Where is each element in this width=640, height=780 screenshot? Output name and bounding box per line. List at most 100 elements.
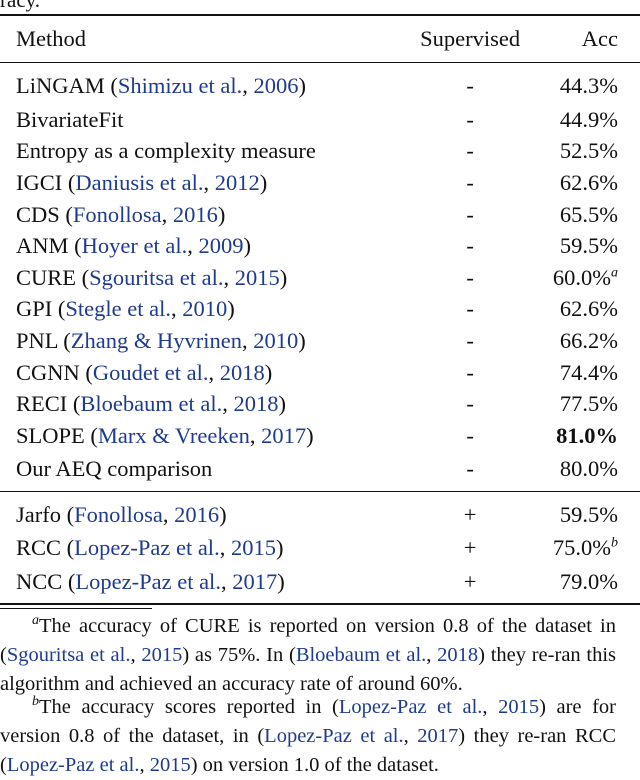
citation-year-link[interactable]: 2016 bbox=[174, 501, 220, 527]
footnote-mark: a bbox=[32, 613, 39, 629]
method-cell: CGNN (Goudet et al., 2018) bbox=[16, 359, 273, 385]
method-cell: PNL (Zhang & Hyvrinen, 2010) bbox=[16, 327, 306, 353]
table-row: Jarfo (Fonollosa, 2016) +59.5% bbox=[0, 490, 640, 533]
citation-link[interactable]: Lopez-Paz et al. bbox=[74, 535, 220, 561]
acc-cell: 60.0%a bbox=[553, 262, 640, 294]
citation-year-link[interactable]: 2015 bbox=[230, 535, 276, 561]
supervised-cell: - bbox=[466, 456, 474, 482]
table-row: NCC (Lopez-Paz et al., 2017) +79.0% bbox=[0, 564, 640, 606]
supervised-cell: - bbox=[466, 201, 474, 227]
citation-year-link[interactable]: 2017 bbox=[417, 725, 459, 747]
supervised-cell: - bbox=[466, 264, 474, 290]
footnote-mark: b bbox=[32, 694, 39, 710]
citation-year-link[interactable]: 2010 bbox=[182, 296, 228, 322]
citation-link[interactable]: Sgouritsa et al. bbox=[89, 264, 224, 290]
acc-cell: 80.0% bbox=[553, 452, 640, 492]
citation-link[interactable]: Marx & Vreeken bbox=[97, 422, 250, 448]
table-row: GPI (Stegle et al., 2010) - 62.6% bbox=[0, 294, 640, 326]
citation-link[interactable]: Lopez-Paz et al. bbox=[338, 696, 483, 718]
acc-value: 81.0% bbox=[556, 422, 618, 448]
citation-year-link[interactable]: 2016 bbox=[172, 201, 218, 227]
method-cell: IGCI (Daniusis et al., 2012) bbox=[16, 169, 268, 195]
supervised-cell: - bbox=[466, 422, 474, 448]
citation-link[interactable]: Sgouritsa et al. bbox=[6, 644, 131, 666]
table-row: PNL (Zhang & Hyvrinen, 2010) - 66.2% bbox=[0, 325, 640, 357]
citation-link[interactable]: Lopez-Paz et al. bbox=[6, 754, 140, 776]
supervised-cell: + bbox=[463, 535, 477, 561]
footnote-b: bThe accuracy scores reported in (Lopez-… bbox=[0, 694, 616, 776]
acc-value: 60.0% bbox=[552, 264, 611, 290]
method-cell: GPI (Stegle et al., 2010) bbox=[16, 296, 235, 322]
caption-tail: racy. bbox=[0, 0, 41, 12]
method-cell: NCC (Lopez-Paz et al., 2017) bbox=[0, 564, 388, 606]
citation-year-link[interactable]: 2010 bbox=[253, 327, 299, 353]
citation-link[interactable]: Fonollosa bbox=[72, 201, 162, 227]
acc-cell: 79.0% bbox=[552, 564, 640, 606]
acc-value: 44.3% bbox=[559, 73, 618, 98]
citation-link[interactable]: Stegle et al. bbox=[65, 296, 171, 322]
method-cell: ANM (Hoyer et al., 2009) bbox=[16, 233, 251, 259]
citation-link[interactable]: Lopez-Paz et al. bbox=[75, 568, 221, 594]
supervised-cell: - bbox=[466, 233, 474, 259]
header-supervised: Supervised bbox=[387, 14, 553, 63]
acc-cell: 62.6% bbox=[553, 167, 640, 199]
citation-year-link[interactable]: 2018 bbox=[233, 391, 279, 417]
citation-link[interactable]: Zhang & Hyvrinen bbox=[70, 327, 243, 353]
footnote-text: ) are for version 0.8 of the dataset, in… bbox=[0, 696, 616, 747]
footnote-rule bbox=[0, 608, 152, 609]
method-cell: Jarfo (Fonollosa, 2016) bbox=[0, 490, 388, 533]
footnote-mark: b bbox=[611, 535, 618, 551]
footnote-text: ) they re-ran RCC ( bbox=[0, 725, 616, 776]
table-row: RECI (Bloebaum et al., 2018) - 77.5% bbox=[0, 388, 640, 420]
table-body: LiNGAM (Shimizu et al., 2006) - 44.3% Bivar… bbox=[0, 63, 640, 606]
footnote-text: ) on version 1.0 of the dataset. bbox=[190, 754, 439, 776]
acc-value: 62.6% bbox=[559, 296, 618, 322]
acc-cell: 77.5% bbox=[553, 388, 640, 420]
supervised-cell: - bbox=[466, 73, 474, 98]
citation-link[interactable]: Bloebaum et al. bbox=[295, 644, 427, 666]
footnote-text: ) they re-ran this algorithm and achieve… bbox=[0, 644, 617, 695]
citation-link[interactable]: Fonollosa bbox=[74, 501, 163, 527]
supervised-cell: - bbox=[466, 359, 474, 385]
citation-year-link[interactable]: 2015 bbox=[149, 754, 191, 776]
citation-link[interactable]: Goudet et al. bbox=[92, 359, 209, 385]
citation-year-link[interactable]: 2018 bbox=[437, 644, 479, 666]
citation-link[interactable]: Bloebaum et al. bbox=[80, 391, 223, 417]
table-row: Entropy as a complexity measure - 52.5% bbox=[0, 136, 640, 168]
acc-cell: 62.6% bbox=[553, 294, 640, 326]
footnote-text: The accuracy of CURE is reported on vers… bbox=[0, 615, 616, 666]
citation-year-link[interactable]: 2006 bbox=[253, 73, 299, 98]
citation-year-link[interactable]: 2015 bbox=[498, 696, 540, 718]
citation-link[interactable]: Shimizu et al. bbox=[117, 73, 243, 98]
method-cell: RCC (Lopez-Paz et al., 2015) bbox=[16, 535, 284, 561]
supervised-cell: - bbox=[466, 138, 474, 164]
citation-year-link[interactable]: 2015 bbox=[234, 264, 280, 290]
table-row: CGNN (Goudet et al., 2018) - 74.4% bbox=[0, 357, 640, 389]
acc-value: 62.6% bbox=[559, 169, 618, 195]
supervised-cell: + bbox=[387, 564, 553, 606]
acc-value: 59.5% bbox=[559, 501, 618, 527]
footnote-text: ) as 75%. In ( bbox=[182, 644, 296, 666]
acc-cell: 65.5% bbox=[553, 199, 640, 231]
citation-year-link[interactable]: 2012 bbox=[214, 169, 260, 195]
citation-year-link[interactable]: 2009 bbox=[198, 233, 244, 259]
results-table: Method Supervised Acc LiNGAM (Shimizu et… bbox=[0, 14, 640, 606]
citation-year-link[interactable]: 2017 bbox=[261, 422, 307, 448]
acc-value: 79.0% bbox=[559, 568, 618, 594]
header-acc: Acc bbox=[552, 14, 640, 63]
citation-link[interactable]: Lopez-Paz et al. bbox=[264, 725, 404, 747]
citation-year-link[interactable]: 2015 bbox=[141, 644, 183, 666]
acc-value: 59.5% bbox=[559, 233, 618, 259]
acc-value: 75.0% bbox=[552, 535, 611, 561]
table-row: LiNGAM (Shimizu et al., 2006) - 44.3% bbox=[0, 63, 640, 105]
acc-cell: 74.4% bbox=[553, 357, 640, 389]
acc-value: 80.0% bbox=[559, 456, 618, 482]
citation-link[interactable]: Daniusis et al. bbox=[75, 169, 204, 195]
citation-year-link[interactable]: 2017 bbox=[232, 568, 278, 594]
citation-year-link[interactable]: 2018 bbox=[219, 359, 265, 385]
acc-cell: 44.3% bbox=[553, 63, 640, 105]
acc-cell: 52.5% bbox=[553, 136, 640, 168]
citation-link[interactable]: Hoyer et al. bbox=[81, 233, 188, 259]
method-cell: CURE (Sgouritsa et al., 2015) bbox=[16, 264, 288, 290]
header-method: Method bbox=[0, 14, 388, 63]
